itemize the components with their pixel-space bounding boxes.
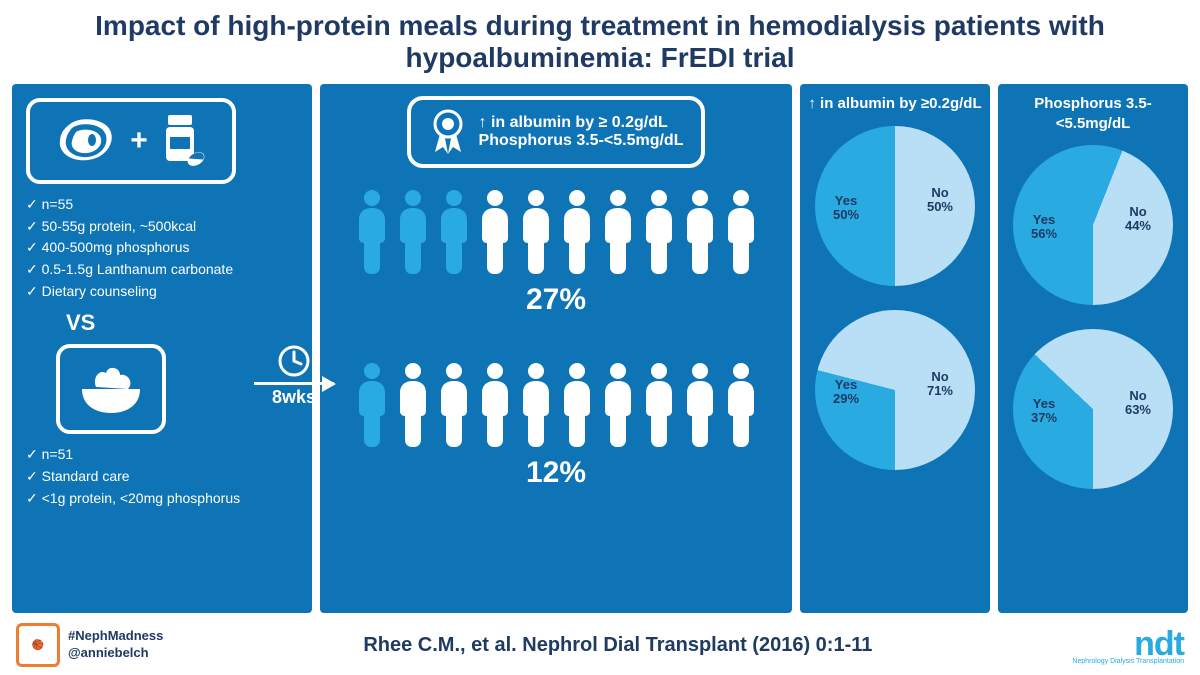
outcome-line1: ↑ in albumin by ≥ 0.2g/dL xyxy=(479,114,684,132)
bullet: Standard care xyxy=(26,466,298,488)
person-icon xyxy=(640,361,678,452)
person-icon xyxy=(353,361,391,452)
outcome-box: ↑ in albumin by ≥ 0.2g/dL Phosphorus 3.5… xyxy=(407,96,706,168)
bullet: Dietary counseling xyxy=(26,281,298,303)
duration-label: 8wks xyxy=(272,387,316,408)
pie-chart: Yes37% No63% xyxy=(1013,329,1173,489)
pictogram-top-pct: 27% xyxy=(336,283,776,317)
bullet: n=51 xyxy=(26,444,298,466)
outcome-line2: Phosphorus 3.5-<5.5mg/dL xyxy=(479,132,684,150)
pie-no-label: No71% xyxy=(927,370,953,399)
ndt-logo: ndt Nephrology Dialysis Transplantation xyxy=(1072,625,1184,665)
pie-yes-label: Yes50% xyxy=(833,194,859,223)
control-bullets: n=51 Standard care <1g protein, <20mg ph… xyxy=(26,444,298,509)
person-icon xyxy=(558,361,596,452)
handle: @anniebelch xyxy=(68,645,163,662)
pie-no-label: No50% xyxy=(927,186,953,215)
intervention-panel: + n=55 50-55g protein, ~500kcal 400-500m… xyxy=(12,84,312,613)
meal-box: + xyxy=(26,98,236,184)
person-icon xyxy=(599,188,637,279)
pie-chart: Yes56% No44% xyxy=(1013,145,1173,305)
pie-yes-label: Yes56% xyxy=(1031,213,1057,242)
person-icon xyxy=(353,188,391,279)
ribbon-icon xyxy=(429,108,467,156)
outcome-panel: ↑ in albumin by ≥ 0.2g/dL Phosphorus 3.5… xyxy=(320,84,792,613)
plus-icon: + xyxy=(130,124,148,158)
pie-col-title: ↑ in albumin by ≥0.2g/dL xyxy=(808,94,982,114)
person-icon xyxy=(435,188,473,279)
pie-column-albumin: ↑ in albumin by ≥0.2g/dL Yes50% No50% Yes… xyxy=(800,84,990,613)
main-panels: + n=55 50-55g protein, ~500kcal 400-500m… xyxy=(0,84,1200,617)
duration-arrow: 8wks xyxy=(254,344,334,408)
nephmadness-badge-icon: 🏀 xyxy=(16,623,60,667)
person-icon xyxy=(476,188,514,279)
person-icon xyxy=(394,188,432,279)
person-icon xyxy=(722,361,760,452)
salad-icon xyxy=(76,361,146,417)
intervention-bullets: n=55 50-55g protein, ~500kcal 400-500mg … xyxy=(26,194,298,302)
clock-icon xyxy=(277,344,311,378)
pictogram-top xyxy=(336,188,776,279)
person-icon xyxy=(640,188,678,279)
vs-label: VS xyxy=(66,310,298,336)
pie-no-label: No44% xyxy=(1125,205,1151,234)
person-icon xyxy=(517,188,555,279)
bullet: <1g protein, <20mg phosphorus xyxy=(26,488,298,510)
bullet: 50-55g protein, ~500kcal xyxy=(26,216,298,238)
bullet: 0.5-1.5g Lanthanum carbonate xyxy=(26,259,298,281)
pie-yes-label: Yes37% xyxy=(1031,397,1057,426)
pie-chart: Yes50% No50% xyxy=(815,126,975,286)
pie-column-phosphorus: Phosphorus 3.5-<5.5mg/dL Yes56% No44% Yes… xyxy=(998,84,1188,613)
hashtag: #NephMadness xyxy=(68,628,163,645)
person-icon xyxy=(722,188,760,279)
footer: 🏀 #NephMadness @anniebelch Rhee C.M., et… xyxy=(0,617,1200,675)
citation: Rhee C.M., et al. Nephrol Dial Transplan… xyxy=(177,634,1058,657)
person-icon xyxy=(435,361,473,452)
bullet: n=55 xyxy=(26,194,298,216)
pictogram-bottom xyxy=(336,361,776,452)
pill-bottle-icon xyxy=(162,115,206,167)
person-icon xyxy=(599,361,637,452)
pie-yes-label: Yes29% xyxy=(833,378,859,407)
person-icon xyxy=(681,361,719,452)
pie-no-label: No63% xyxy=(1125,389,1151,418)
pie-col-title: Phosphorus 3.5-<5.5mg/dL xyxy=(1006,94,1180,133)
title-bar: Impact of high-protein meals during trea… xyxy=(0,0,1200,84)
bullet: 400-500mg phosphorus xyxy=(26,237,298,259)
person-icon xyxy=(476,361,514,452)
steak-icon xyxy=(56,118,116,164)
person-icon xyxy=(394,361,432,452)
pie-chart: Yes29% No71% xyxy=(815,310,975,470)
person-icon xyxy=(681,188,719,279)
page-title: Impact of high-protein meals during trea… xyxy=(20,10,1180,74)
person-icon xyxy=(517,361,555,452)
salad-box xyxy=(56,344,166,434)
person-icon xyxy=(558,188,596,279)
pictogram-bottom-pct: 12% xyxy=(336,456,776,490)
